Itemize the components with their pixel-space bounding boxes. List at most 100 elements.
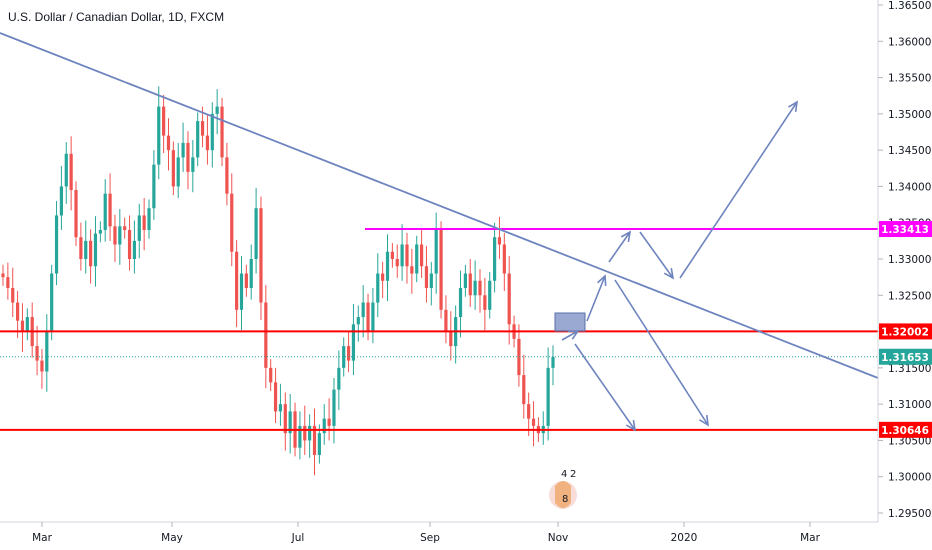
candle-body	[278, 404, 283, 412]
candle	[69, 136, 73, 211]
candle-body	[6, 277, 10, 289]
price-tick-label: 1.31000	[888, 399, 931, 411]
chart-title: U.S. Dollar / Canadian Dollar, 1D, FXCM	[8, 10, 225, 24]
candle-body	[20, 320, 25, 332]
candle	[273, 367, 278, 424]
candle-body	[522, 375, 526, 405]
candle-body	[327, 418, 331, 426]
price-axis[interactable]: 1.36500 1.36000 1.35500 1.35000 1.34500 1.340…	[878, 0, 931, 520]
candle-body	[108, 193, 112, 227]
arrow-head	[699, 414, 709, 427]
candle	[312, 408, 317, 476]
candle-body	[317, 433, 321, 455]
candle	[424, 245, 429, 303]
candle-body	[11, 288, 15, 303]
candle-body	[346, 346, 351, 361]
price-tick-label: 1.30500	[888, 435, 931, 447]
candle-body	[93, 233, 98, 267]
candle	[64, 142, 68, 204]
candle-body	[337, 367, 341, 390]
candle-body	[395, 259, 399, 267]
candle	[400, 224, 404, 281]
candle-body	[298, 425, 302, 448]
price-tick-label: 1.31500	[888, 363, 931, 375]
candle-body	[89, 240, 93, 267]
candle-body	[303, 425, 307, 441]
candle-body	[458, 288, 463, 318]
candle-body	[162, 106, 166, 136]
candle	[74, 181, 78, 246]
candle	[152, 150, 156, 220]
candle-body	[361, 302, 365, 318]
price-badge-label: 1.32002	[881, 326, 929, 338]
candle	[45, 314, 49, 392]
candle	[103, 179, 107, 242]
candle	[40, 348, 44, 389]
candle	[215, 89, 219, 135]
candle	[181, 122, 185, 172]
candle-body	[64, 153, 68, 187]
candle-body	[205, 135, 210, 151]
candle-body	[16, 302, 20, 321]
candle	[463, 264, 467, 297]
entry-zone-box[interactable]	[554, 312, 586, 332]
candle	[264, 285, 268, 389]
price-tick-label: 1.29500	[888, 508, 931, 520]
candle	[98, 221, 102, 243]
candle-body	[264, 302, 268, 368]
time-tick-label: May	[161, 532, 183, 544]
candle-body	[210, 113, 214, 151]
candle	[1, 264, 5, 286]
time-axis[interactable]: Mar May Jul Sep Nov 2020 Mar	[32, 522, 821, 544]
candle-body	[215, 106, 219, 114]
candle	[123, 217, 127, 239]
arrow-shaft	[639, 231, 674, 279]
price-tick-label: 1.36500	[888, 0, 931, 12]
price-badge	[879, 348, 932, 365]
candle-body	[79, 237, 83, 259]
candle-body	[463, 273, 467, 289]
descending-trendline[interactable]	[0, 32, 879, 379]
candle	[395, 244, 399, 278]
candle	[35, 325, 39, 376]
candle-body	[127, 229, 132, 259]
candle-body	[235, 251, 239, 310]
candle	[6, 262, 10, 300]
candle	[381, 261, 385, 299]
candle	[191, 139, 195, 193]
candle	[308, 414, 312, 458]
candle	[415, 235, 419, 283]
candle	[137, 203, 141, 259]
candle	[405, 232, 409, 284]
candle-body	[181, 142, 185, 158]
price-tick-label: 1.32500	[888, 290, 931, 302]
candle-body	[419, 244, 424, 267]
price-tick-label: 1.33000	[888, 254, 931, 266]
candle-body	[230, 193, 234, 252]
price-tick-label: 1.35000	[888, 109, 931, 121]
candle	[259, 196, 263, 320]
candle	[25, 308, 29, 341]
candle-body	[322, 418, 326, 434]
arrow-head	[787, 100, 799, 113]
candle-body	[312, 425, 317, 455]
candle	[376, 253, 380, 318]
candle	[507, 256, 511, 345]
candle	[346, 331, 351, 373]
candle-body	[69, 153, 73, 191]
candle-body	[1, 273, 5, 278]
candle-body	[132, 240, 137, 259]
candle	[244, 264, 248, 297]
candle-body	[371, 302, 375, 332]
arrow-shaft	[561, 330, 579, 341]
candle-body	[220, 106, 224, 158]
arrow-head	[663, 268, 675, 280]
candle	[361, 285, 365, 338]
price-tick-label: 1.36000	[888, 36, 931, 48]
candle-body	[429, 273, 433, 289]
candle-body	[546, 367, 550, 426]
candle-body	[390, 251, 394, 259]
candle-body	[254, 208, 258, 259]
candle-body	[332, 389, 336, 426]
